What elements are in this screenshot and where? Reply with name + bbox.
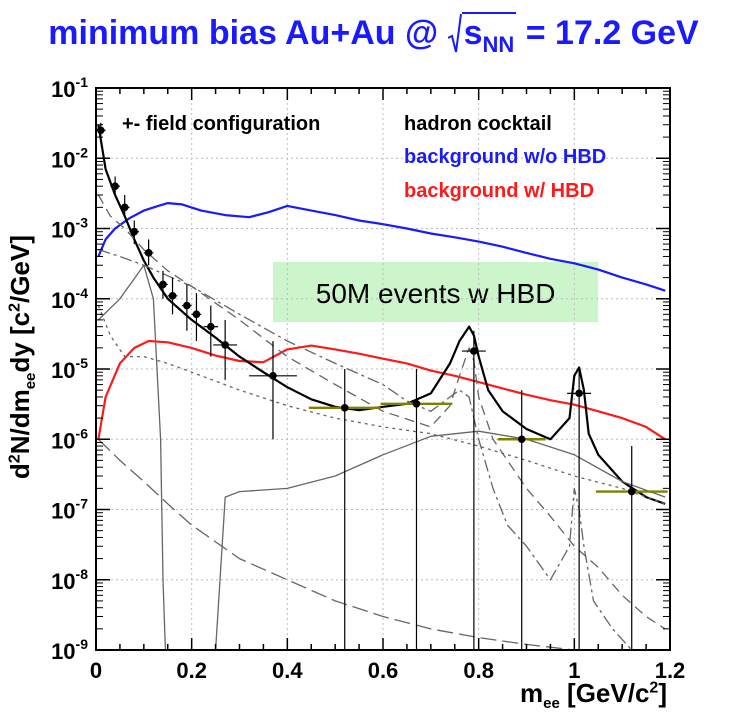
y-tick-base: 10 bbox=[51, 428, 75, 453]
series-line-component-dashed bbox=[97, 194, 666, 630]
data-point bbox=[120, 203, 129, 212]
y-tick-base: 10 bbox=[51, 77, 75, 102]
y-tick-base: 10 bbox=[51, 639, 75, 664]
data-point bbox=[159, 280, 167, 289]
title-nn: NN bbox=[482, 32, 515, 57]
y-tick-label: 10-5 bbox=[51, 355, 88, 383]
y-tick-base: 10 bbox=[51, 288, 75, 313]
data-point bbox=[412, 399, 421, 408]
y-tick-base: 10 bbox=[51, 499, 75, 524]
data-point bbox=[130, 227, 139, 236]
y-tick-exp: -4 bbox=[76, 285, 89, 301]
series-line-hadron-cocktail bbox=[97, 124, 666, 505]
y-tick-exp: -7 bbox=[76, 496, 89, 512]
y-tick-label: 10-2 bbox=[51, 144, 88, 172]
y-tick-exp: -8 bbox=[76, 566, 89, 582]
y-tick-label: 10-6 bbox=[51, 425, 88, 453]
y-tick-exp: -2 bbox=[76, 144, 89, 160]
title-prefix: minimum bias Au+Au @ bbox=[48, 14, 448, 52]
xlabel-close: ] bbox=[658, 678, 667, 708]
series-line-component-dotted bbox=[97, 305, 666, 505]
data-point bbox=[517, 435, 526, 444]
chart-title: minimum bias Au+Au @ sNN = 17.2 GeV bbox=[0, 12, 747, 58]
title-s: s bbox=[463, 14, 483, 52]
data-point bbox=[183, 301, 191, 310]
xlabel-ee: ee bbox=[543, 695, 560, 713]
series-line-component-dash-dot bbox=[98, 248, 666, 651]
x-tick-label: 0.2 bbox=[176, 658, 207, 683]
series-line-component-long-dash-low bbox=[97, 438, 666, 651]
x-tick-label: 0.6 bbox=[368, 658, 399, 683]
xlabel-m: m bbox=[520, 678, 544, 708]
data-point bbox=[111, 182, 119, 191]
series-line-background-w-o-hbd bbox=[97, 202, 666, 292]
data-point bbox=[627, 487, 636, 496]
y-tick-exp: -9 bbox=[76, 636, 89, 652]
data-point bbox=[221, 341, 229, 349]
radical-sign-icon bbox=[447, 14, 462, 53]
y-tick-label: 10-7 bbox=[51, 496, 88, 524]
y-tick-base: 10 bbox=[51, 218, 75, 243]
data-point bbox=[192, 310, 201, 319]
y-tick-label: 10-4 bbox=[51, 285, 88, 313]
legend-bg-without-hbd: background w/o HBD bbox=[404, 146, 606, 168]
title-suffix: = 17.2 GeV bbox=[516, 14, 699, 52]
y-tick-base: 10 bbox=[51, 358, 75, 383]
xlabel-sup2: 2 bbox=[649, 679, 659, 697]
annotation-text: 50M events w HBD bbox=[316, 278, 556, 309]
x-tick-label: 0.8 bbox=[463, 658, 494, 683]
legend-hadron-cocktail: hadron cocktail bbox=[404, 113, 552, 135]
x-tick-label: 1 bbox=[568, 658, 580, 683]
y-tick-label: 10-8 bbox=[51, 566, 88, 594]
y-tick-exp: -5 bbox=[76, 355, 89, 371]
y-tick-exp: -6 bbox=[76, 425, 89, 441]
y-tick-base: 10 bbox=[51, 147, 75, 172]
y-tick-label: 10-3 bbox=[51, 215, 88, 243]
series-line-component-solid-grey bbox=[97, 264, 666, 651]
y-tick-label: 10-9 bbox=[51, 636, 88, 664]
xlabel-unit: [GeV/c bbox=[559, 678, 650, 708]
y-tick-exp: -3 bbox=[76, 215, 89, 231]
y-tick-exp: -1 bbox=[76, 74, 89, 90]
x-tick-label: 1.2 bbox=[655, 658, 686, 683]
sqrt-symbol: sNN bbox=[447, 12, 517, 58]
data-point bbox=[470, 347, 478, 355]
data-point bbox=[168, 292, 177, 300]
data-point bbox=[96, 126, 105, 135]
x-axis-label: mee [GeV/c2] bbox=[520, 678, 667, 712]
x-tick-label: 0 bbox=[90, 658, 102, 683]
data-point bbox=[207, 322, 215, 331]
y-tick-base: 10 bbox=[51, 569, 75, 594]
data-point bbox=[144, 249, 153, 257]
x-tick-label: 0.4 bbox=[272, 658, 303, 683]
data-point bbox=[575, 389, 583, 398]
y-tick-label: 10-1 bbox=[51, 74, 88, 102]
legend-bg-with-hbd: background w/ HBD bbox=[404, 180, 594, 202]
annotation-box bbox=[272, 262, 599, 322]
data-point bbox=[269, 372, 277, 380]
data-point bbox=[340, 404, 349, 412]
legend-field-config: +- field configuration bbox=[122, 113, 320, 135]
